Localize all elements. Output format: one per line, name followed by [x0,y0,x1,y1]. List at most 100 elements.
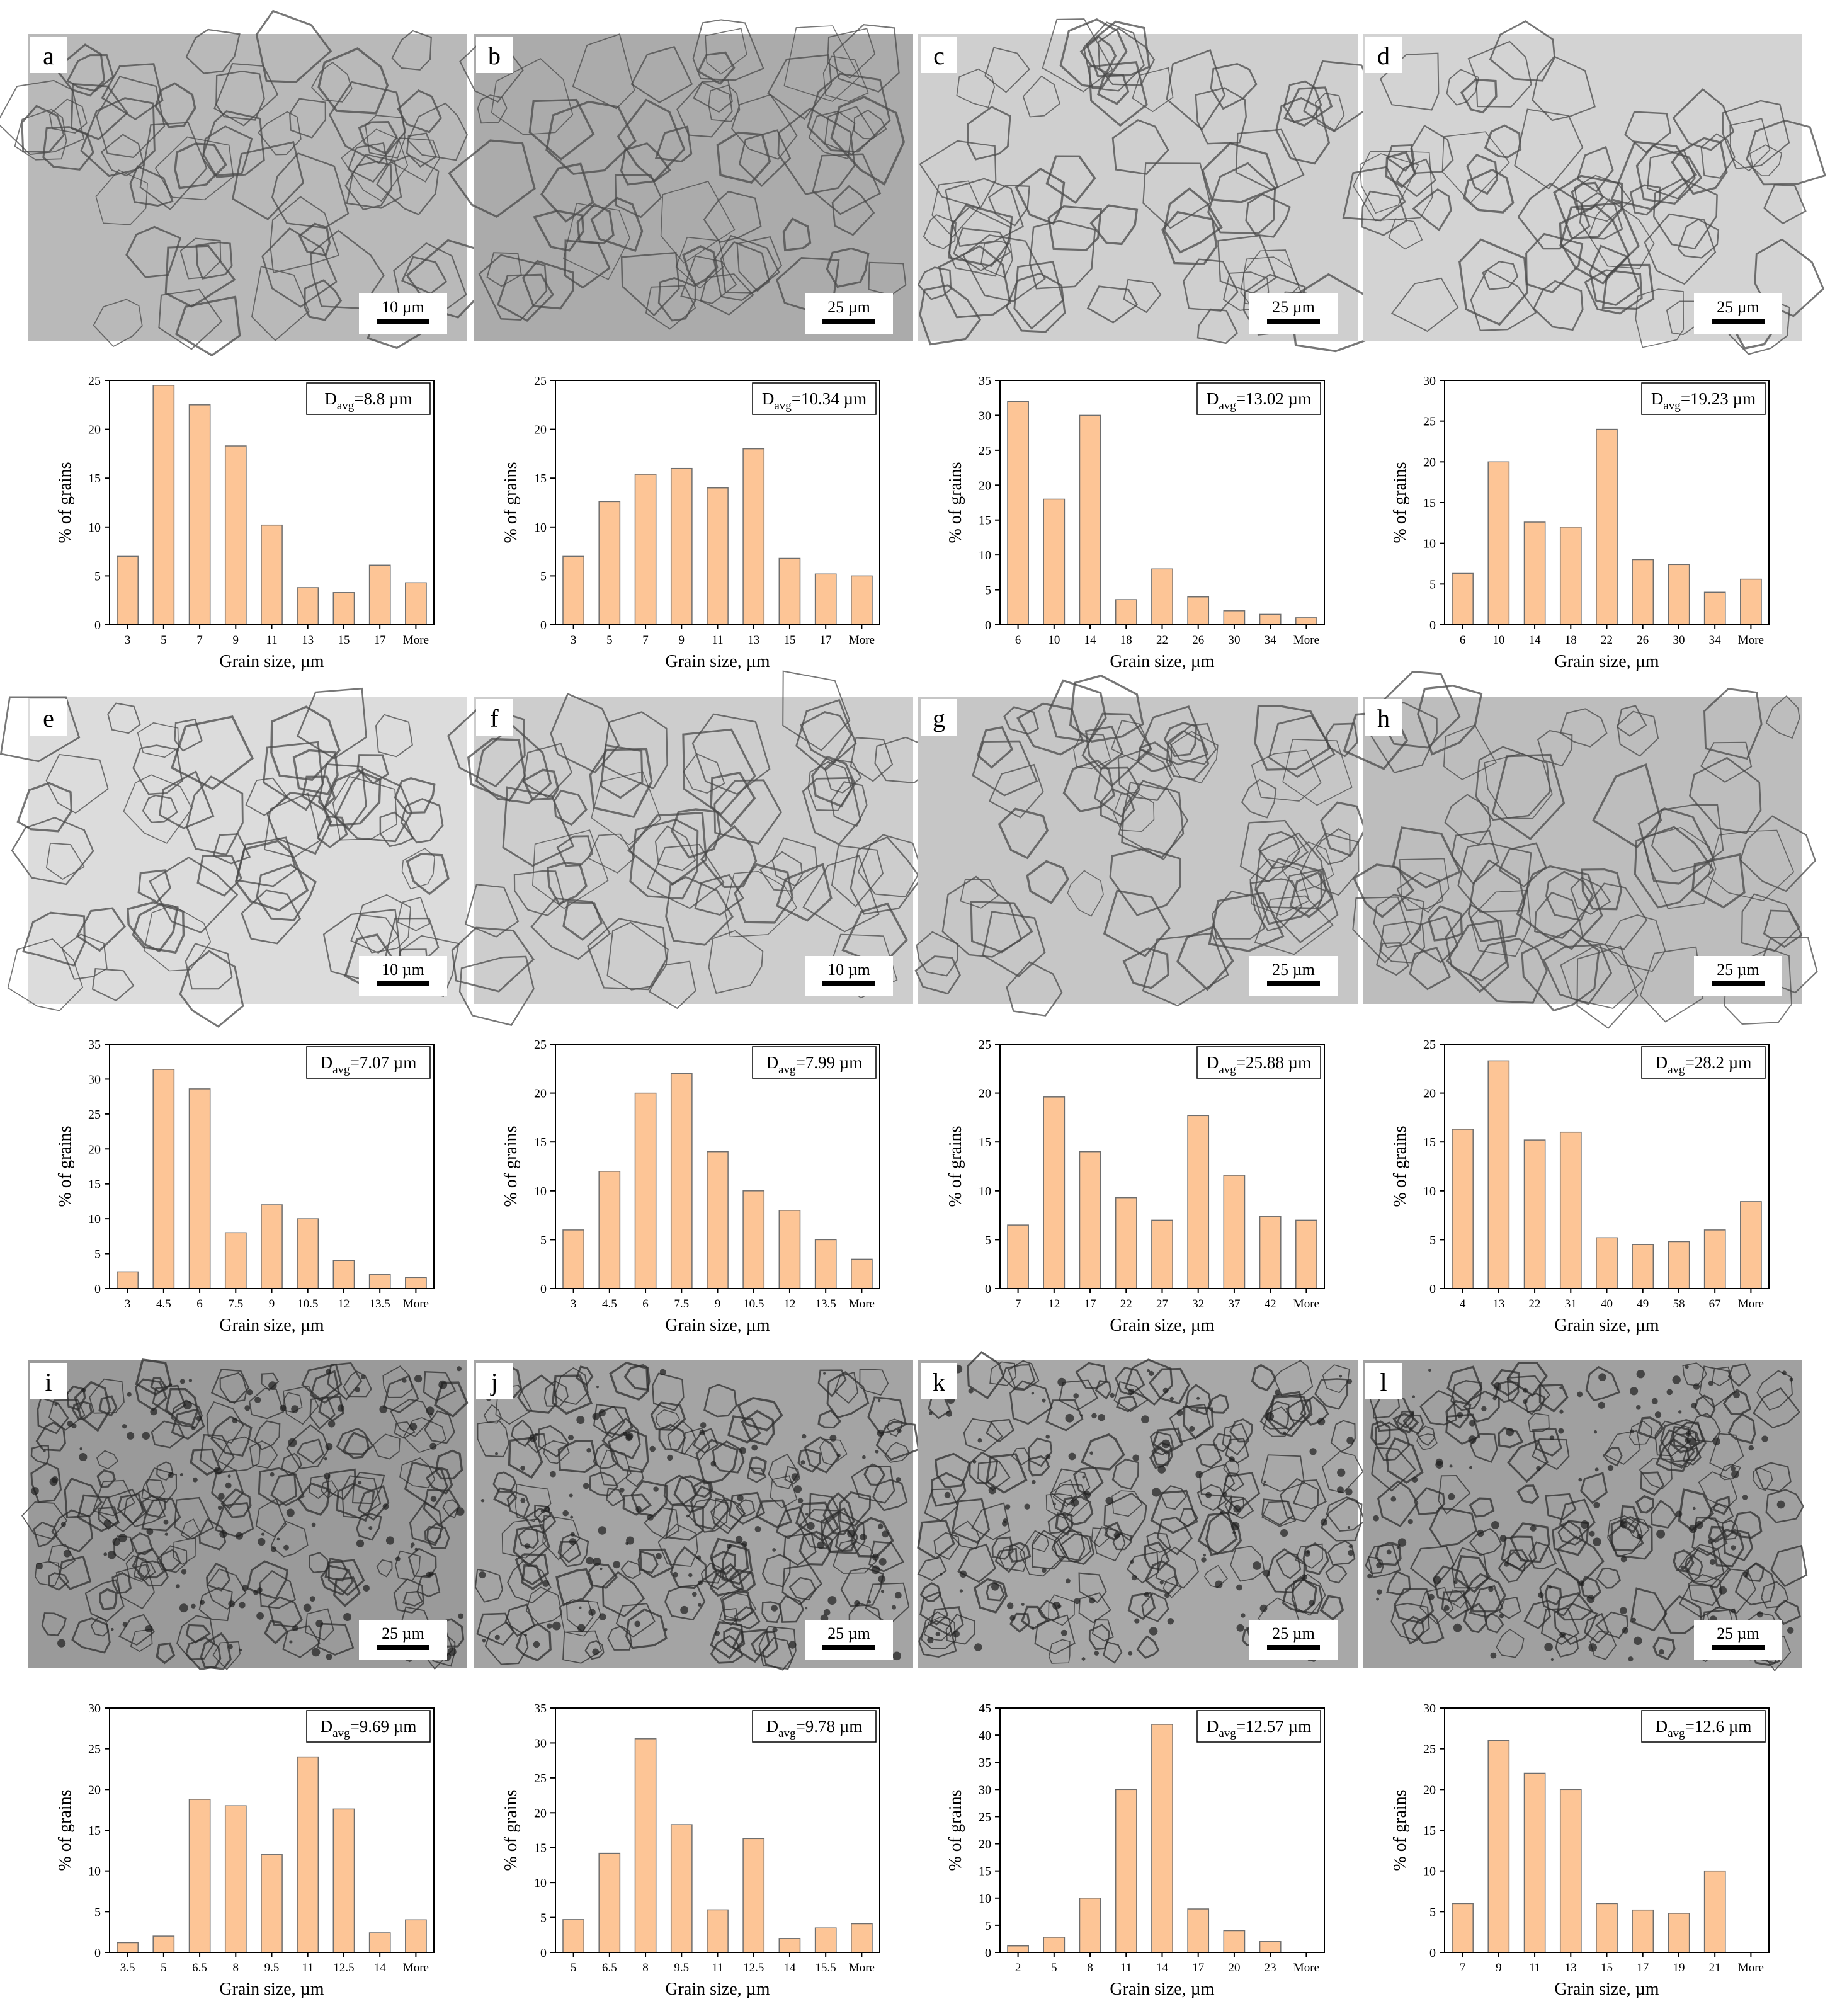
y-tick-label: 15 [534,1136,547,1149]
y-tick-label: 0 [985,1282,991,1296]
precipitate [228,1600,236,1608]
scale-bar [1712,981,1765,986]
grain [152,1384,186,1416]
y-tick-label: 25 [979,1038,991,1052]
micrograph-panel-b: b25 µm [448,19,913,341]
precipitate [686,1514,690,1518]
grain [1754,238,1825,317]
grain [654,125,693,163]
grain [266,791,332,855]
avg-annotation: Davg=7.07 µm [321,1053,417,1076]
grain [1412,188,1452,232]
grain [125,225,181,278]
x-tick-label: 11 [712,634,723,647]
scale-bar-label: 25 µm [1272,960,1315,979]
precipitate [1620,1556,1627,1563]
y-tick-label: 5 [540,1911,547,1925]
y-tick-label: 15 [88,472,101,486]
grain [1103,1641,1123,1664]
grain [708,84,741,122]
y-tick-label: 20 [534,1806,547,1820]
grain [464,884,520,938]
grain [1239,819,1309,883]
grain [991,1536,1014,1560]
grain [213,62,279,127]
precipitate [118,1534,127,1543]
grain [1261,1498,1295,1526]
precipitate [1678,1410,1682,1414]
precipitate [288,1438,297,1447]
grain [923,214,957,249]
panel-letter-box [30,699,67,736]
precipitate [1083,1491,1091,1499]
grain [141,1479,166,1502]
grain [820,1506,859,1553]
grain [1212,1433,1232,1452]
grain [1687,1413,1721,1443]
precipitate [1091,1413,1097,1419]
grain [887,1418,903,1437]
bar [1523,1139,1546,1289]
grain [126,901,179,953]
grain [35,1421,66,1452]
grain [195,241,233,280]
scale-bar [377,319,429,324]
grain [625,1608,668,1649]
precipitate [60,1522,66,1527]
bar [1596,1237,1618,1289]
precipitate [1233,1505,1241,1513]
precipitate [802,1433,807,1439]
grain [1022,75,1060,118]
precipitate [183,1400,192,1409]
x-tick-label: 7 [642,634,649,647]
avg-annotation: Davg=7.99 µm [766,1053,863,1076]
avg-symbol: D [1656,1053,1668,1072]
grain [812,153,882,215]
precipitate [647,1514,654,1521]
grain [1576,145,1614,193]
x-tick-label: 22 [1529,1297,1541,1311]
y-tick-label: 5 [94,1248,101,1261]
grain [1444,794,1492,846]
precipitate [1598,1373,1606,1381]
grain [984,47,1030,93]
grain [98,1488,147,1533]
avg-annotation: Davg=9.69 µm [321,1717,417,1740]
precipitate [1688,1524,1697,1534]
grain [1139,705,1209,766]
grain [133,1557,156,1581]
grain [676,81,733,138]
grain [1380,52,1440,111]
precipitate [653,1486,659,1492]
x-tick-label: 6.5 [602,1961,617,1974]
grain [1089,204,1139,246]
precipitate [1346,1437,1355,1445]
avg-value: =12.57 µm [1236,1717,1311,1736]
precipitate [1253,1561,1261,1570]
grain [1654,1420,1690,1457]
panel-letter: c [933,42,945,70]
grain [1617,705,1647,737]
precipitate [968,1388,974,1394]
grain [1708,1503,1734,1524]
grain [945,1614,975,1645]
grain [1585,1365,1621,1402]
precipitate [1469,1420,1476,1427]
precipitate [894,1592,902,1599]
precipitate [327,1420,336,1428]
grain [1671,137,1728,195]
precipitate [292,1625,298,1632]
grain [1416,1433,1438,1450]
grain [74,1381,111,1432]
grain [296,1438,324,1464]
grain [1049,1484,1089,1517]
grain [206,1401,244,1444]
grain [1251,749,1322,802]
grain [1078,1592,1111,1624]
precipitate [188,1379,193,1382]
grain [746,1467,767,1483]
y-tick-label: 5 [94,1905,101,1919]
grain [448,139,536,218]
grain [705,28,747,75]
precipitate [1232,1531,1236,1535]
